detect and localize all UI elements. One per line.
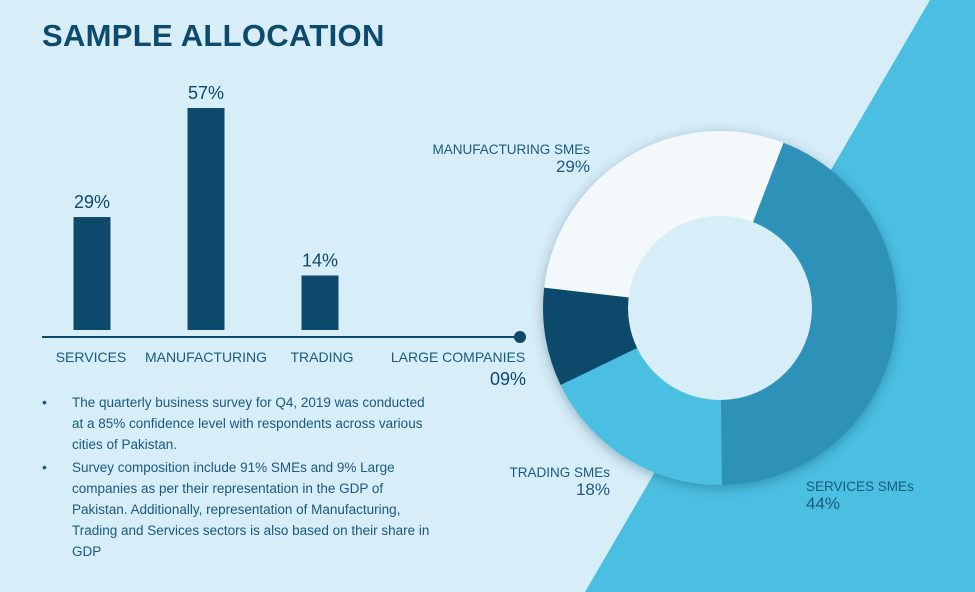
note-item: The quarterly business survey for Q4, 20… xyxy=(38,392,438,455)
bar-trading xyxy=(301,275,339,330)
label-value: 18% xyxy=(575,480,610,499)
bar-value-label: 57% xyxy=(188,83,224,103)
notes-list: The quarterly business survey for Q4, 20… xyxy=(38,392,438,564)
label-value: 29% xyxy=(555,157,590,176)
label-manufacturing-smes: MANUFACTURING SMEs 29% xyxy=(395,142,590,177)
label-name: TRADING SMEs xyxy=(509,465,610,480)
bar-chart: 29% SERVICES 57% MANUFACTURING 14% TRADING LA… xyxy=(42,83,526,389)
page-title: SAMPLE ALLOCATION xyxy=(42,18,385,53)
label-name: MANUFACTURING SMEs xyxy=(432,142,590,157)
axis-end-dot xyxy=(514,331,526,343)
donut-hole xyxy=(628,216,812,400)
label-trading-smes: TRADING SMEs 18% xyxy=(460,465,610,500)
bar-value-label: 14% xyxy=(302,250,338,270)
note-item: Survey composition include 91% SMEs and … xyxy=(38,457,438,562)
label-name: SERVICES SMEs xyxy=(806,479,914,494)
large-companies-value: 09% xyxy=(490,369,526,389)
label-services-smes: SERVICES SMEs 44% xyxy=(806,479,946,514)
bar-services xyxy=(73,217,111,330)
bar-category-label: MANUFACTURING xyxy=(145,349,267,365)
large-companies-label: LARGE COMPANIES xyxy=(391,349,525,365)
bar-category-label: SERVICES xyxy=(56,349,127,365)
bar-category-label: TRADING xyxy=(291,349,354,365)
bar-value-label: 29% xyxy=(74,192,110,212)
bar-manufacturing xyxy=(187,108,225,330)
label-value: 44% xyxy=(806,494,841,513)
